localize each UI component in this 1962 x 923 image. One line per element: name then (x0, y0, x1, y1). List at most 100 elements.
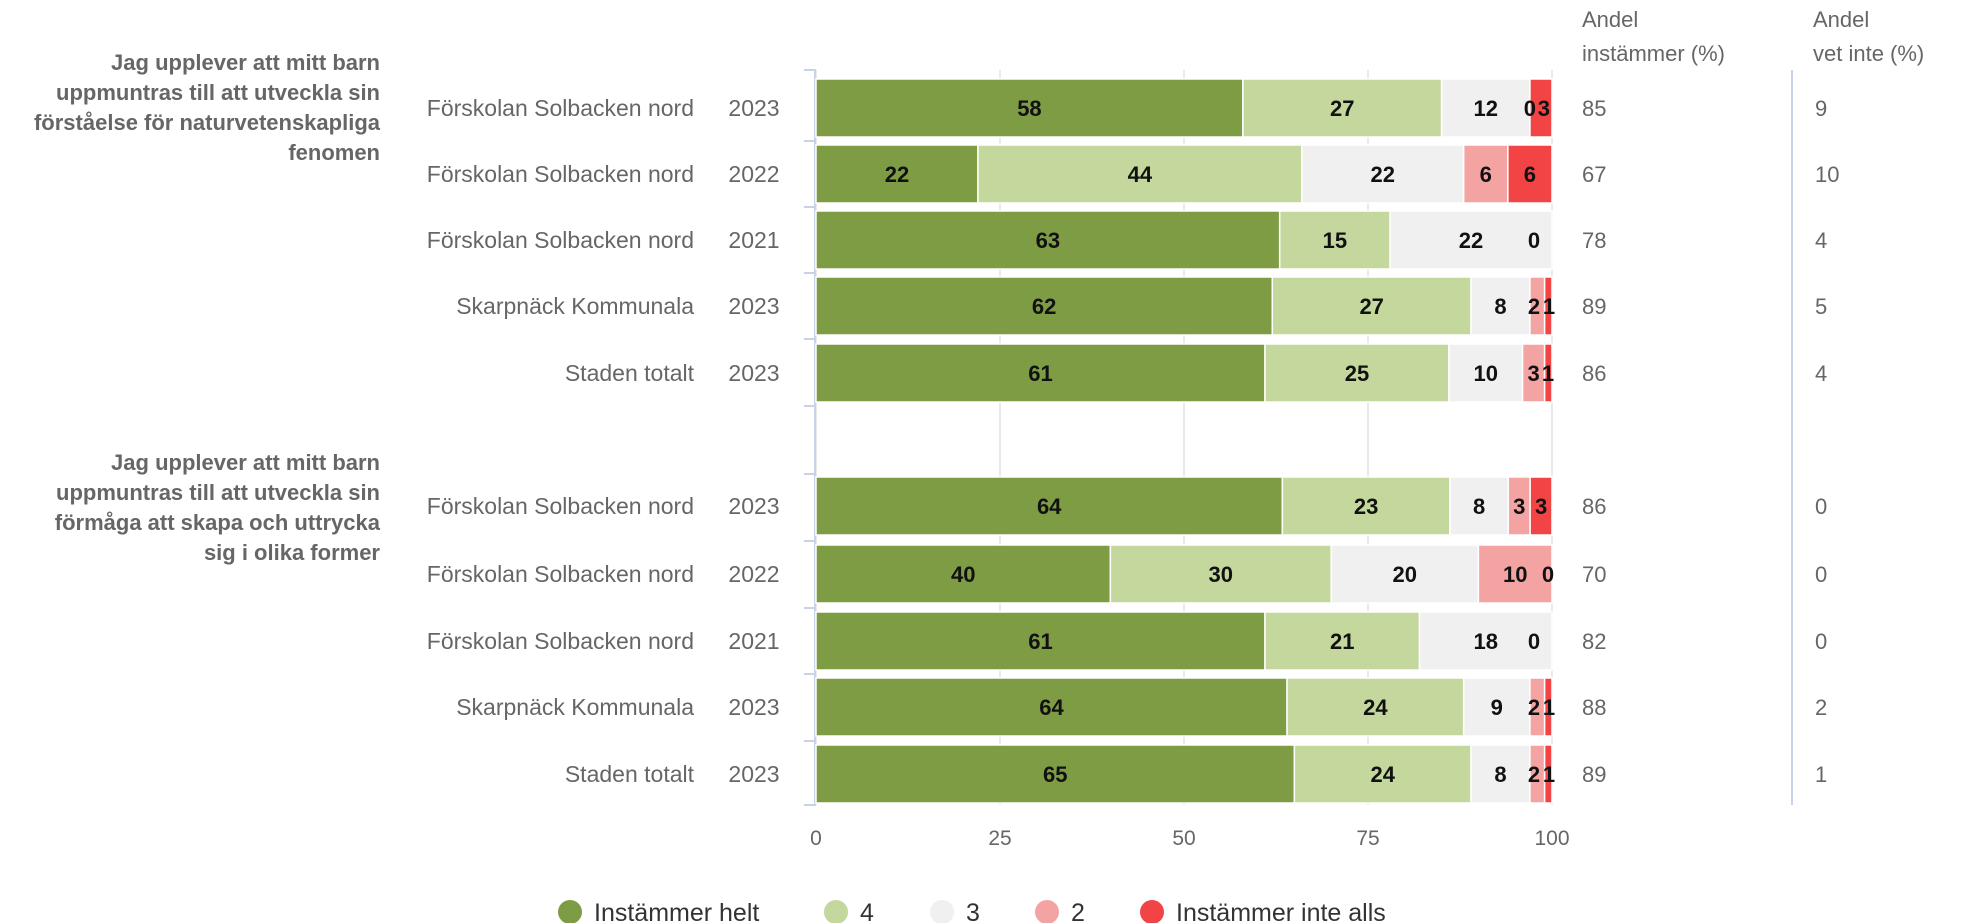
bar-value-label: 0 (1542, 562, 1554, 587)
x-tick-label: 0 (810, 827, 822, 850)
bar-value-label: 23 (1354, 494, 1378, 519)
bar-segment-3 (1462, 677, 1531, 737)
row-year-label: 2023 (728, 293, 779, 319)
agree-value: 67 (1582, 162, 1606, 187)
bar-segment-5 (1543, 744, 1553, 804)
bar-segment-3 (1389, 210, 1553, 270)
bar-value-label: 8 (1494, 762, 1506, 787)
bar-value-label: 1 (1542, 361, 1554, 386)
bar-segment-3 (1418, 611, 1553, 671)
bar-value-label: 27 (1330, 96, 1354, 121)
bar-segment-1 (815, 611, 1266, 671)
row-year-label: 2021 (728, 227, 779, 253)
bar-value-label: 1 (1543, 294, 1555, 319)
dont-know-header-line2: vet inte (%) (1813, 41, 1924, 66)
agree-value: 86 (1582, 494, 1606, 519)
bar-value-label: 8 (1494, 294, 1506, 319)
row-year-label: 2021 (728, 628, 779, 654)
row-year-label: 2022 (728, 161, 779, 187)
bar-segment-2 (1242, 78, 1443, 138)
legend-label: 3 (966, 899, 980, 923)
row-year-label: 2023 (728, 493, 779, 519)
row-year-label: 2023 (728, 95, 779, 121)
bar-value-label: 8 (1473, 494, 1485, 519)
agree-value: 88 (1582, 695, 1606, 720)
bar-value-label: 25 (1345, 361, 1369, 386)
bar-segment-2 (1286, 677, 1465, 737)
dont-know-value: 2 (1815, 695, 1827, 720)
x-tick-label: 25 (988, 827, 1011, 850)
row-unit-label: Förskolan Solbacken nord (427, 561, 694, 587)
row-unit-label: Förskolan Solbacken nord (427, 227, 694, 253)
bar-value-label: 6 (1524, 162, 1536, 187)
bar-segment-5 (1543, 343, 1553, 403)
bar-segment-3 (1449, 476, 1510, 536)
bar-segment-2 (1264, 343, 1450, 403)
agree-header-line1: Andel (1582, 7, 1638, 32)
bar-value-label: 61 (1028, 629, 1052, 654)
dont-know-value: 1 (1815, 762, 1827, 787)
agree-value: 82 (1582, 629, 1606, 654)
bar-value-label: 0 (1528, 228, 1540, 253)
bar-segment-4 (1477, 544, 1553, 604)
bar-segment-5 (1529, 476, 1553, 536)
agree-value: 89 (1582, 762, 1606, 787)
agree-value: 70 (1582, 562, 1606, 587)
bar-segment-1 (815, 276, 1274, 336)
bar-segment-3 (1470, 276, 1531, 336)
legend-label: 2 (1071, 899, 1085, 923)
bar-value-label: 30 (1209, 562, 1233, 587)
bar-value-label: 1 (1543, 762, 1555, 787)
bar-value-label: 24 (1363, 695, 1388, 720)
dont-know-value: 0 (1815, 494, 1827, 519)
question-label: Jag upplever att mitt barn (111, 450, 380, 475)
question-label: Jag upplever att mitt barn (111, 50, 380, 75)
legend-marker-3 (930, 900, 954, 923)
bar-segment-3 (1448, 343, 1524, 403)
bar-segment-1 (815, 544, 1112, 604)
question-label: fenomen (288, 140, 380, 165)
question-label: uppmuntras till att utveckla sin (56, 480, 380, 505)
agree-value: 86 (1582, 361, 1606, 386)
bar-value-label: 15 (1323, 228, 1347, 253)
dont-know-value: 0 (1815, 562, 1827, 587)
row-year-label: 2023 (728, 360, 779, 386)
bar-segment-2 (1278, 210, 1391, 270)
bar-value-label: 3 (1538, 96, 1550, 121)
bar-value-label: 12 (1474, 96, 1498, 121)
bar-segment-1 (815, 78, 1244, 138)
x-tick-label: 100 (1534, 827, 1569, 850)
bar-segment-3 (1330, 544, 1480, 604)
bar-value-label: 18 (1474, 629, 1498, 654)
legend-marker-2 (824, 900, 848, 923)
legend-marker-4 (1035, 900, 1059, 923)
bar-value-label: 22 (1370, 162, 1394, 187)
bar-segment-2 (1109, 544, 1332, 604)
row-year-label: 2023 (728, 694, 779, 720)
bar-value-label: 2 (1528, 695, 1540, 720)
dont-know-value: 4 (1815, 361, 1827, 386)
row-unit-label: Förskolan Solbacken nord (427, 161, 694, 187)
question-label: förmåga att skapa och uttrycka (55, 510, 381, 535)
bar-segment-1 (815, 343, 1266, 403)
bar-segment-2 (1293, 744, 1472, 804)
row-unit-label: Förskolan Solbacken nord (427, 95, 694, 121)
row-unit-label: Staden totalt (565, 761, 695, 787)
bar-value-label: 40 (951, 562, 975, 587)
agree-value: 89 (1582, 294, 1606, 319)
bar-value-label: 3 (1527, 361, 1539, 386)
dont-know-value: 0 (1815, 629, 1827, 654)
bar-segment-2 (1281, 476, 1451, 536)
agree-header-line2: instämmer (%) (1582, 41, 1725, 66)
dont-know-value: 9 (1815, 96, 1827, 121)
bar-value-label: 2 (1528, 762, 1540, 787)
bar-segment-5 (1507, 144, 1553, 204)
bar-segment-1 (815, 677, 1288, 737)
bar-value-label: 63 (1036, 228, 1060, 253)
bar-value-label: 22 (885, 162, 909, 187)
bar-value-label: 20 (1393, 562, 1417, 587)
bar-value-label: 10 (1474, 361, 1498, 386)
question-label: sig i olika former (204, 540, 380, 565)
bar-segment-5 (1529, 78, 1553, 138)
bar-value-label: 3 (1513, 494, 1525, 519)
